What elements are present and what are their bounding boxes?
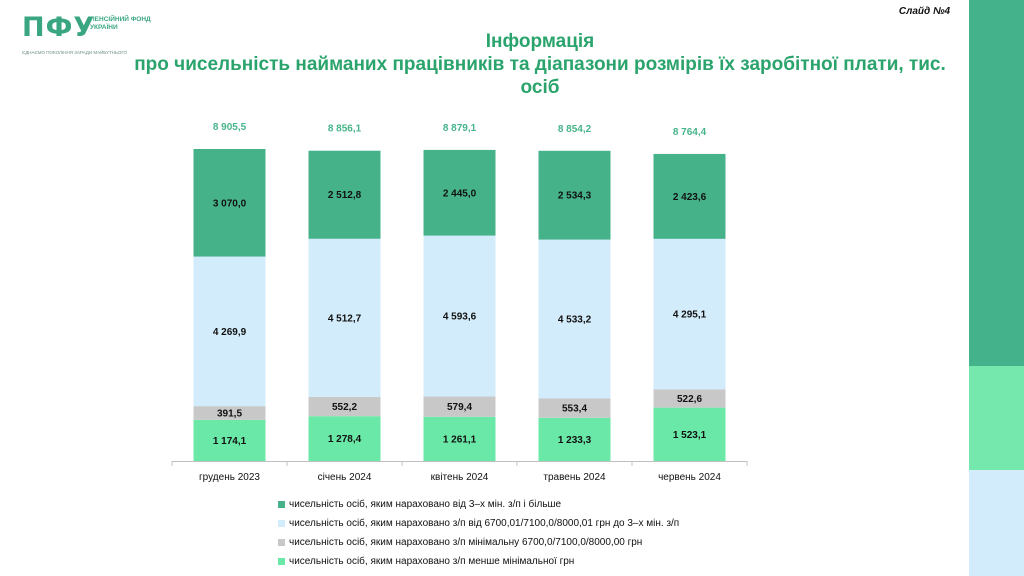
title-line-1: Інформація <box>485 31 595 52</box>
x-tick-label: грудень 2023 <box>199 472 260 483</box>
legend-label: чисельність осіб, яким нараховано від 3–… <box>289 499 562 510</box>
logo-slogan: ЄДНАЄМО ПОКОЛІННЯ ЗАРАДИ МАЙБУТНЬОГО <box>22 50 128 55</box>
bar-total-label: 8 856,1 <box>328 124 362 135</box>
bar-data-label: 1 174,1 <box>213 436 247 447</box>
bar-data-label: 553,4 <box>562 404 587 415</box>
decorative-side-strip <box>969 0 1024 576</box>
title-line-2: про чисельність найманих працівників та … <box>134 54 946 98</box>
bar-segment <box>423 416 496 461</box>
legend-swatch <box>278 558 285 565</box>
strip-bottom-segment <box>969 470 1024 576</box>
bar-total-label: 8 764,4 <box>673 127 707 138</box>
x-tick-label: травень 2024 <box>543 472 606 483</box>
bar-data-label: 391,5 <box>217 409 242 420</box>
legend-label: чисельність осіб, яким нараховано з/п мі… <box>289 537 643 548</box>
legend-swatch <box>278 539 285 546</box>
bar-data-label: 1 233,3 <box>558 435 592 446</box>
bar-data-label: 1 278,4 <box>328 434 362 445</box>
pfu-logo: ПФУ ПЕНСІЙНИЙ ФОНД УКРАЇНИ ЄДНАЄМО ПОКОЛ… <box>22 12 162 58</box>
bar-segment <box>538 239 611 399</box>
bar-segment <box>308 150 381 239</box>
legend-label: чисельність осіб, яким нараховано з/п ме… <box>289 556 575 567</box>
bar-segment <box>193 149 266 257</box>
x-tick-label: січень 2024 <box>318 472 372 483</box>
legend-label: чисельність осіб, яким нараховано з/п ві… <box>289 518 680 529</box>
slide-number: Слайд №4 <box>898 6 950 17</box>
bar-data-label: 2 534,3 <box>558 191 592 202</box>
bar-segment <box>653 238 726 390</box>
x-tick-label: квітень 2024 <box>431 472 489 483</box>
slide-title: Інформація про чисельність найманих прац… <box>120 30 960 99</box>
bar-data-label: 4 533,2 <box>558 314 592 325</box>
bar-segment <box>308 416 381 461</box>
bar-data-label: 4 512,7 <box>328 313 362 324</box>
bar-total-label: 8 879,1 <box>443 123 477 134</box>
bar-data-label: 552,2 <box>332 402 357 413</box>
bar-data-label: 1 261,1 <box>443 434 477 445</box>
x-tick-label: червень 2024 <box>658 472 721 483</box>
bar-data-label: 1 523,1 <box>673 430 707 441</box>
bar-segment <box>193 406 266 420</box>
bar-segment <box>538 398 611 418</box>
bar-data-label: 2 512,8 <box>328 190 362 201</box>
bar-data-label: 2 423,6 <box>673 192 707 203</box>
logo-name: ПЕНСІЙНИЙ ФОНД УКРАЇНИ <box>90 16 151 31</box>
bar-data-label: 4 593,6 <box>443 312 477 323</box>
legend-swatch <box>278 501 285 508</box>
bar-segment <box>538 150 611 240</box>
bar-data-label: 4 295,1 <box>673 310 707 321</box>
legend-swatch <box>278 520 285 527</box>
bar-segment <box>653 153 726 239</box>
bar-segment <box>423 149 496 236</box>
bar-segment <box>423 235 496 397</box>
bar-segment <box>308 238 381 397</box>
bar-segment <box>423 396 496 417</box>
logo-mark: ПФУ <box>22 12 96 43</box>
bar-segment <box>193 419 266 461</box>
bar-segment <box>308 396 381 417</box>
bar-data-label: 4 269,9 <box>213 327 247 338</box>
bar-total-label: 8 905,5 <box>213 122 247 133</box>
bar-data-label: 522,6 <box>677 394 702 405</box>
bar-segment <box>193 256 266 407</box>
bar-total-label: 8 854,2 <box>558 124 592 135</box>
bar-data-label: 579,4 <box>447 402 472 413</box>
bar-data-label: 3 070,0 <box>213 198 247 209</box>
bar-segment <box>538 417 611 461</box>
bar-data-label: 2 445,0 <box>443 188 477 199</box>
bar-segment <box>653 389 726 408</box>
strip-top-segment <box>969 0 1024 366</box>
strip-middle-segment <box>969 366 1024 470</box>
bar-segment <box>653 407 726 461</box>
